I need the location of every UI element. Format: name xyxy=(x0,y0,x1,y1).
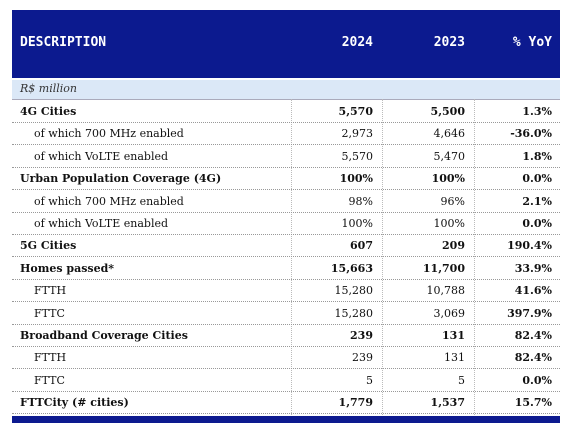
table-row: FTTC 15,280 3,069 397.9% xyxy=(12,302,560,325)
table-cell: 82.4% xyxy=(514,351,552,365)
table-cell: 131 xyxy=(442,329,465,342)
table-cell: 33.9% xyxy=(514,261,552,275)
table-row: 4G Cities 5,570 5,500 1.3% xyxy=(12,100,560,123)
table-cell: 15,280 xyxy=(334,306,374,320)
table-cell: 5,500 xyxy=(430,105,465,118)
table-cell: FTTC xyxy=(34,373,65,387)
table-cell: 209 xyxy=(442,239,465,253)
table-cell: 1,779 xyxy=(338,396,373,410)
table-cell: FTTH xyxy=(34,351,67,365)
header-cell: DESCRIPTION xyxy=(20,35,107,50)
table-cell: Broadband Coverage Cities xyxy=(20,329,188,342)
table-cell: 4,646 xyxy=(433,127,466,141)
table-cell: 98% xyxy=(348,194,373,208)
table-row: FTTC 5 5 0.0% xyxy=(12,369,560,392)
table-cell: 1.3% xyxy=(522,105,552,118)
table-row: FTTH 15,280 10,788 41.6% xyxy=(12,279,560,303)
table-cell: 1,537 xyxy=(430,396,465,410)
table-cell: of which VoLTE enabled xyxy=(34,149,169,163)
table-cell: 5,570 xyxy=(341,149,374,163)
table-row: FTTH 239 131 82.4% xyxy=(12,346,560,370)
table-cell: 5,470 xyxy=(433,149,466,163)
table-cell: 131 xyxy=(444,351,465,365)
table-cell: 2.1% xyxy=(522,194,552,208)
table-cell: 397.9% xyxy=(507,306,552,320)
table-cell: Homes passed* xyxy=(20,261,115,275)
table-cell: 15,280 xyxy=(334,284,374,298)
table-cell: FTTC xyxy=(34,306,65,320)
table-cell: 3,069 xyxy=(433,306,466,320)
table-row: of which 700 MHz enabled 98% 96% 2.1% xyxy=(12,190,560,213)
table-cell: of which 700 MHz enabled xyxy=(34,194,184,208)
table-row: Broadband Coverage Cities 239 131 82.4% xyxy=(12,324,560,347)
table-cell: 100% xyxy=(433,217,465,230)
table-cell: 5 xyxy=(458,373,465,387)
table-row: of which 700 MHz enabled 2,973 4,646 -36.0% xyxy=(12,122,560,146)
table-cell: 0.0% xyxy=(522,217,552,230)
table-cell: 100% xyxy=(431,172,465,186)
table-cell: 15,663 xyxy=(330,261,373,275)
table-row: FTTCity (# cities) 1,779 1,537 15.7% xyxy=(12,391,560,415)
table-cell: 0.0% xyxy=(522,373,552,387)
table-cell: 5,570 xyxy=(338,105,373,118)
header-cell: 2024 xyxy=(341,35,373,50)
table-cell: 96% xyxy=(440,194,465,208)
header-cell: % YoY xyxy=(512,35,552,50)
table-cell: 239 xyxy=(352,351,373,365)
table-cell: 82.4% xyxy=(514,329,552,342)
table-cell: of which 700 MHz enabled xyxy=(34,127,184,141)
table-cell: 0.0% xyxy=(522,172,552,186)
table-cell: 190.4% xyxy=(507,239,552,253)
table-cell: 239 xyxy=(350,329,373,342)
table-cell: -36.0% xyxy=(510,127,552,141)
table-cell: 2,973 xyxy=(341,127,374,141)
table-cell: 1.8% xyxy=(522,149,552,163)
table-row: 5G Cities 607 209 190.4% xyxy=(12,234,560,258)
table-row: Urban Population Coverage (4G) 100% 100% 0.… xyxy=(12,167,560,191)
table-cell: FTTH xyxy=(34,284,67,298)
table-cell: 5G Cities xyxy=(20,239,77,253)
table-cell: 15.7% xyxy=(514,396,552,410)
table-cell: 100% xyxy=(339,172,373,186)
table-cell: Urban Population Coverage (4G) xyxy=(20,172,222,186)
table-cell: 10,788 xyxy=(426,284,466,298)
header-row: DESCRIPTION 2024 2023 % YoY xyxy=(12,10,560,78)
table-cell: 607 xyxy=(350,239,373,253)
table-row: Homes passed* 15,663 11,700 33.9% xyxy=(12,257,560,280)
header-cell: 2023 xyxy=(433,35,465,50)
table-cell: 4G Cities xyxy=(20,105,77,118)
unit-row: R$ million xyxy=(12,80,560,100)
table-row: of which VoLTE enabled 100% 100% 0.0% xyxy=(12,212,560,235)
table-cell: 100% xyxy=(341,217,373,230)
table-cell: of which VoLTE enabled xyxy=(34,217,169,230)
footer-bar xyxy=(12,416,560,423)
table-row: of which VoLTE enabled 5,570 5,470 1.8% xyxy=(12,145,560,168)
unit-label: R$ million xyxy=(20,82,77,95)
table-cell: 11,700 xyxy=(422,261,465,275)
table-cell: FTTCity (# cities) xyxy=(20,396,129,410)
table-cell: 5 xyxy=(366,373,373,387)
table-cell: 41.6% xyxy=(514,284,552,298)
